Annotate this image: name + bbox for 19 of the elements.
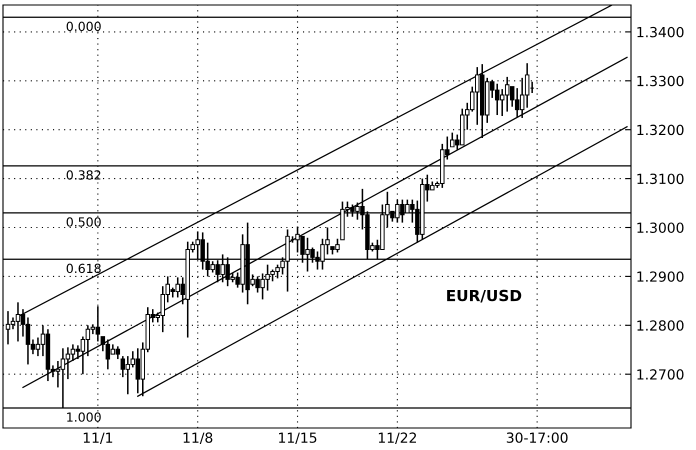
annotation: 0.382 (66, 170, 100, 180)
x-tick-label: 30-17:00 (506, 432, 568, 443)
y-tick-label: 1.2900 (637, 271, 684, 282)
annotation: 1.000 (67, 412, 101, 422)
y-tick-label: 1.2700 (637, 369, 684, 380)
y-tick-label: 1.3300 (637, 76, 684, 86)
annotation: 0.618 (66, 264, 101, 274)
x-tick-label: 11/1 (84, 432, 112, 444)
y-tick-label: 1.3000 (637, 222, 684, 233)
annotation: 0.000 (66, 22, 101, 32)
x-tick-label: 11/8 (184, 432, 212, 444)
annotation: EUR/USD (447, 290, 522, 303)
y-tick-label: 1.3200 (637, 124, 684, 136)
x-tick-label: 11/15 (279, 432, 316, 444)
annotation: 0.500 (66, 217, 101, 227)
y-tick-label: 1.3100 (637, 174, 684, 184)
x-tick-label: 11/22 (378, 432, 416, 444)
y-tick-label: 1.3400 (637, 26, 684, 38)
y-tick-label: 1.2800 (637, 320, 684, 331)
